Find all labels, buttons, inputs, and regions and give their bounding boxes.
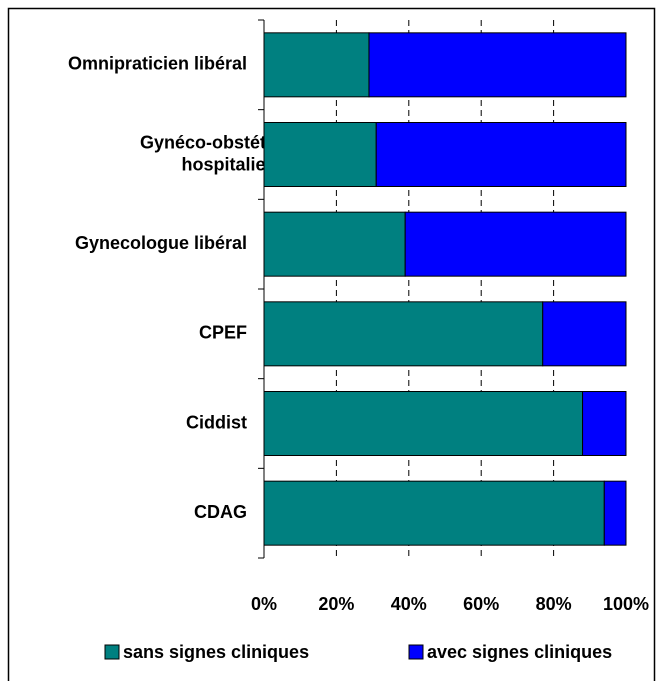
bar-segment: [368, 32, 627, 98]
y-tick-label: CPEF: [199, 323, 247, 343]
x-tick-label: 40%: [391, 594, 427, 614]
x-tick-label: 80%: [536, 594, 572, 614]
bar-segment: [263, 301, 544, 367]
bar-segment: [542, 301, 627, 367]
chart-frame: [7, 7, 656, 681]
x-tick-label: 0%: [251, 594, 277, 614]
bar-segment: [263, 391, 584, 456]
y-tick-label: Ciddist: [186, 412, 247, 432]
x-tick-label: 60%: [463, 594, 499, 614]
x-tick-label: 20%: [318, 594, 354, 614]
legend-label: avec signes cliniques: [427, 642, 612, 662]
legend-swatch: [104, 644, 120, 660]
bar-segment: [404, 211, 627, 277]
bar-segment: [263, 480, 605, 546]
bar-segment: [582, 391, 627, 456]
bar-segment: [263, 32, 370, 98]
y-tick-label: CDAG: [194, 502, 247, 522]
bar-segment: [263, 122, 377, 187]
bar-segment: [263, 211, 406, 277]
bar-segment: [603, 480, 627, 546]
y-tick-label: Omnipraticien libéral: [68, 54, 247, 74]
legend-label: sans signes cliniques: [123, 642, 309, 662]
legend-swatch: [408, 644, 424, 660]
bar-segment: [375, 122, 627, 187]
y-tick-label: Gynecologue libéral: [75, 233, 247, 253]
x-tick-label: 100%: [603, 594, 649, 614]
